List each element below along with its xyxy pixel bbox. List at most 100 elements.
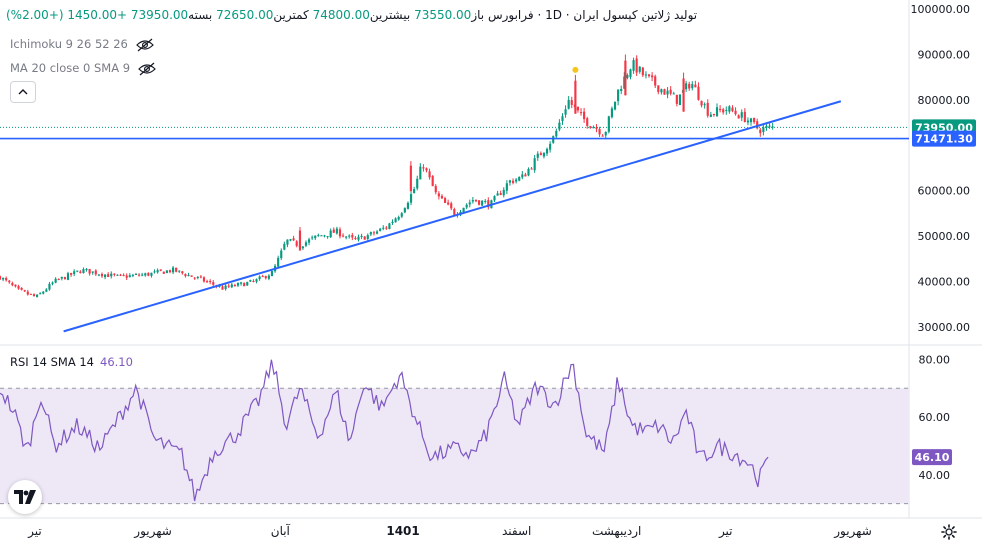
candle-body — [156, 270, 159, 273]
candle-body — [11, 283, 14, 286]
candle-body — [635, 58, 638, 73]
candle-body — [462, 207, 465, 213]
candle-body — [283, 243, 286, 250]
candle-body — [2, 278, 5, 280]
candle-body — [511, 180, 515, 183]
candle-body — [320, 235, 323, 237]
candle-body — [654, 76, 657, 86]
candle-body — [88, 268, 91, 274]
candle-body — [14, 284, 17, 287]
candle-body — [0, 276, 2, 280]
price-tick-label: 50000.00 — [918, 230, 971, 243]
candle-body — [583, 111, 586, 120]
candle-body — [624, 60, 627, 96]
candle-body — [586, 118, 589, 126]
candle-body — [178, 270, 181, 272]
eye-hidden-icon[interactable] — [137, 62, 156, 76]
candle-body — [227, 285, 230, 287]
candle-body — [307, 239, 311, 243]
high-value: 74800.00 — [312, 8, 370, 22]
candle-body — [301, 246, 304, 249]
candle-body — [57, 279, 60, 281]
candle-body — [552, 136, 555, 143]
price-tick-label: 80000.00 — [918, 94, 971, 107]
rsi-value-label: 46.10 — [915, 451, 950, 464]
tradingview-logo[interactable] — [8, 480, 42, 514]
candle-body — [756, 121, 759, 129]
candle-body — [335, 228, 338, 234]
candle-body — [753, 118, 756, 123]
candle-body — [110, 273, 113, 277]
candle-body — [706, 102, 709, 116]
candle-body — [558, 122, 561, 130]
candle-body — [725, 109, 728, 111]
time-tick-label: آبان — [271, 523, 291, 538]
candle-body — [617, 89, 620, 102]
ichimoku-legend[interactable]: Ichimoku 9 26 52 26 — [10, 37, 154, 52]
candle-body — [502, 189, 505, 196]
candle-body — [141, 274, 144, 276]
candle-body — [660, 89, 663, 93]
candle-body — [623, 76, 626, 89]
candle-body — [218, 285, 221, 287]
candle-body — [644, 74, 648, 76]
candle-body — [715, 107, 719, 116]
candle-body — [447, 202, 450, 205]
candle-body — [703, 104, 706, 106]
candle-body — [542, 152, 546, 157]
candle-body — [131, 274, 134, 276]
candle-body — [233, 285, 236, 287]
symbol-name[interactable]: تولید ژلاتین کپسول ایران — [573, 8, 698, 22]
gear-icon[interactable] — [941, 524, 957, 540]
change-percent: (+2.00%) — [6, 8, 64, 22]
candle-body — [484, 200, 487, 202]
candle-body — [409, 165, 412, 192]
candle-body — [357, 236, 360, 240]
candle-body — [230, 284, 233, 288]
candle-body — [731, 107, 734, 112]
candle-body — [428, 171, 431, 178]
rsi-legend[interactable]: RSI 14 SMA 14 46.10 — [10, 355, 133, 369]
candle-body — [496, 193, 499, 196]
candle-body — [688, 83, 691, 89]
time-tick-label: شهریور — [833, 524, 872, 539]
candle-body — [209, 280, 212, 283]
candle-body — [76, 270, 79, 272]
candle-body — [212, 282, 215, 285]
candle-body — [48, 283, 51, 290]
candle-body — [647, 74, 651, 77]
candle-body — [63, 277, 66, 280]
candle-body — [465, 204, 468, 208]
candle-body — [669, 89, 672, 94]
ma-legend[interactable]: MA 20 close 0 SMA 9 — [10, 61, 156, 76]
candle-body — [579, 112, 583, 114]
candle-body — [765, 126, 768, 128]
candle-body — [524, 174, 527, 177]
candle-body — [128, 275, 131, 278]
candle-body — [589, 126, 592, 128]
candle-body — [728, 106, 731, 112]
candle-body — [113, 273, 116, 275]
timeframe[interactable]: 1D — [545, 8, 562, 22]
candle-body — [697, 86, 700, 100]
candle-body — [749, 118, 753, 123]
candle-body — [638, 66, 641, 72]
collapse-legend-button[interactable] — [10, 81, 36, 103]
price-tick-label: 60000.00 — [918, 185, 971, 198]
candle-body — [190, 275, 193, 277]
candle-body — [193, 277, 196, 279]
candle-body — [270, 271, 274, 277]
candle-body — [372, 232, 376, 234]
candle-body — [277, 257, 280, 267]
candle-body — [651, 75, 654, 78]
candle-body — [394, 218, 397, 223]
candle-body — [304, 242, 308, 246]
candle-body — [150, 272, 153, 276]
candle-body — [477, 200, 481, 205]
eye-hidden-icon[interactable] — [135, 38, 154, 52]
candle-body — [746, 120, 750, 123]
candle-body — [388, 223, 391, 229]
candle-body — [369, 232, 372, 235]
candle-body — [103, 274, 107, 278]
